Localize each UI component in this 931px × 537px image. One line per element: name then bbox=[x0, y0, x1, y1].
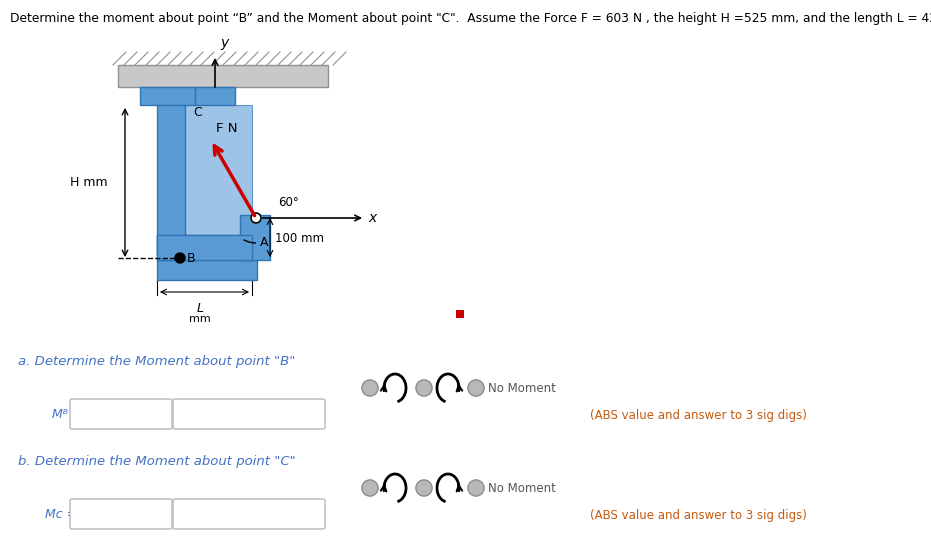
Text: Number: Number bbox=[97, 509, 144, 521]
FancyBboxPatch shape bbox=[173, 499, 325, 529]
Text: F N: F N bbox=[216, 122, 237, 135]
Bar bbox=[240, 215, 270, 260]
Bar bbox=[157, 260, 257, 280]
Text: Units: Units bbox=[234, 409, 264, 422]
Bar bbox=[195, 87, 235, 105]
Circle shape bbox=[175, 253, 185, 263]
Bar bbox=[456, 310, 464, 318]
Text: x: x bbox=[368, 211, 376, 225]
Text: mm: mm bbox=[189, 314, 211, 324]
Circle shape bbox=[468, 380, 484, 396]
FancyBboxPatch shape bbox=[70, 399, 172, 429]
Text: Mᴄ =: Mᴄ = bbox=[45, 509, 77, 521]
Text: No Moment: No Moment bbox=[488, 381, 556, 395]
Circle shape bbox=[468, 480, 484, 496]
Text: (ABS value and answer to 3 sig digs): (ABS value and answer to 3 sig digs) bbox=[590, 509, 807, 521]
Bar bbox=[140, 87, 195, 105]
Text: C: C bbox=[193, 106, 202, 119]
Circle shape bbox=[251, 213, 261, 223]
Text: L: L bbox=[196, 302, 204, 315]
Text: 60°: 60° bbox=[278, 196, 299, 209]
Circle shape bbox=[362, 380, 378, 396]
FancyBboxPatch shape bbox=[173, 399, 325, 429]
Text: A: A bbox=[260, 236, 268, 249]
Circle shape bbox=[416, 380, 432, 396]
Bar bbox=[157, 105, 185, 255]
Text: H mm: H mm bbox=[71, 176, 108, 188]
Circle shape bbox=[416, 480, 432, 496]
Circle shape bbox=[362, 480, 378, 496]
Text: b. Determine the Moment about point "C": b. Determine the Moment about point "C" bbox=[18, 455, 296, 468]
Text: Determine the moment about point “B” and the Moment about point "C".  Assume the: Determine the moment about point “B” and… bbox=[10, 12, 931, 25]
Text: Mᴮ =: Mᴮ = bbox=[52, 409, 83, 422]
Bar bbox=[185, 105, 252, 235]
Text: B: B bbox=[187, 252, 196, 265]
Bar bbox=[157, 235, 252, 260]
Text: No Moment: No Moment bbox=[488, 482, 556, 495]
Text: Units: Units bbox=[234, 509, 264, 521]
Text: 100 mm: 100 mm bbox=[275, 231, 324, 244]
Text: a. Determine the Moment about point "B": a. Determine the Moment about point "B" bbox=[18, 355, 295, 368]
Bar bbox=[157, 235, 252, 260]
FancyBboxPatch shape bbox=[70, 499, 172, 529]
Text: (ABS value and answer to 3 sig digs): (ABS value and answer to 3 sig digs) bbox=[590, 409, 807, 422]
Bar bbox=[118, 65, 328, 87]
Text: Number: Number bbox=[97, 409, 144, 422]
Text: y: y bbox=[220, 36, 228, 50]
